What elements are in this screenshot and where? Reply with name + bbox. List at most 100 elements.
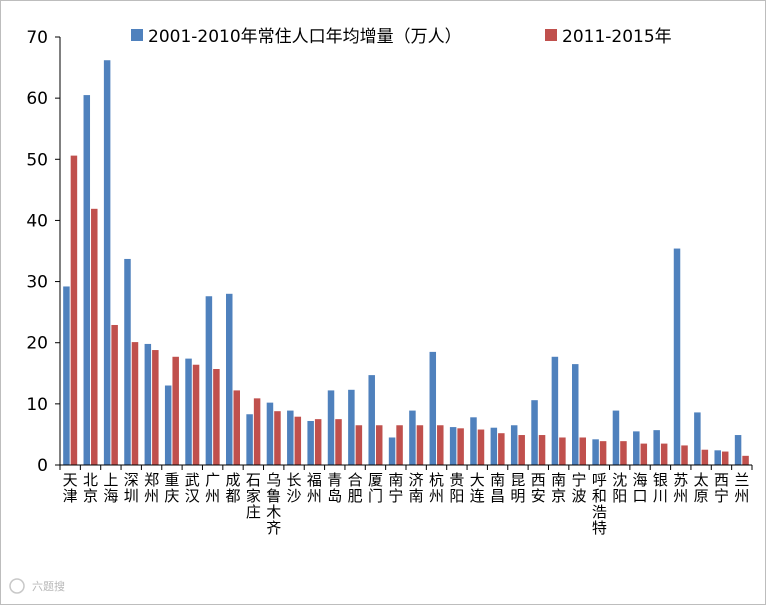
bar-series-1-太原 — [694, 412, 701, 465]
bar-series-2-沈阳 — [620, 441, 627, 465]
x-tick-label: 上海 — [103, 471, 118, 505]
x-tick-label: 大连 — [470, 471, 485, 505]
x-tick-label: 南宁 — [388, 471, 403, 505]
y-axis: 0 10 20 30 40 50 60 70 — [26, 28, 61, 476]
bar-series-2-武汉 — [192, 364, 200, 465]
x-tick-label: 南昌 — [490, 471, 505, 505]
legend-swatch-series-1 — [131, 29, 143, 41]
bar-series-2-大连 — [477, 429, 485, 465]
bar-series-2-济南 — [416, 425, 424, 465]
bar-series-1-昆明 — [510, 425, 518, 465]
x-tick-label: 沈阳 — [612, 471, 627, 505]
watermark-text: 六题搜 — [32, 579, 65, 593]
bar-series-1-银川 — [653, 430, 660, 465]
bar-series-1-南宁 — [388, 437, 396, 465]
bar-series-1-福州 — [307, 420, 314, 465]
bar-series-2-南昌 — [498, 433, 505, 465]
x-tick-label: 广州 — [205, 471, 220, 505]
bar-series-2-福州 — [314, 419, 322, 465]
legend-label-series-1: 2001-2010年常住人口年均增量（万人） — [148, 27, 462, 47]
x-tick-label: 昆明 — [510, 471, 525, 505]
legend: 2001-2010年常住人口年均增量（万人） 2011-2015年 — [131, 27, 672, 47]
bar-series-1-南京 — [551, 356, 559, 465]
x-tick-label: 兰州 — [734, 471, 749, 505]
bar-series-2-合肥 — [355, 425, 363, 465]
bar-series-1-郑州 — [144, 343, 152, 465]
bar-series-1-合肥 — [348, 389, 355, 465]
bar-series-1-青岛 — [327, 390, 335, 465]
bar-series-2-南京 — [559, 437, 566, 465]
bar-series-2-杭州 — [437, 425, 444, 465]
bar-series-2-长沙 — [294, 416, 302, 465]
bar-series-2-郑州 — [152, 350, 159, 465]
bar-series-2-兰州 — [742, 455, 749, 465]
y-tick-label: 0 — [37, 456, 48, 476]
bar-series-1-西宁 — [714, 450, 721, 465]
bar-series-1-济南 — [409, 410, 416, 465]
y-tick-label: 20 — [26, 334, 48, 354]
bar-series-2-昆明 — [518, 435, 525, 465]
bar-series-1-天津 — [63, 286, 70, 465]
x-tick-label: 郑州 — [144, 471, 159, 505]
x-tick-label: 成都 — [225, 471, 240, 505]
bar-series-1-成都 — [226, 293, 233, 465]
bar-series-1-西安 — [531, 400, 538, 465]
bar-series-2-乌鲁木齐 — [274, 411, 281, 465]
x-tick-label: 青岛 — [327, 471, 342, 505]
bar-series-2-天津 — [70, 155, 78, 466]
bar-series-1-海口 — [633, 431, 640, 465]
bar-series-1-呼和浩特 — [592, 439, 599, 465]
bar-series-1-重庆 — [164, 385, 172, 465]
bar-series-1-石家庄 — [246, 414, 253, 465]
bar-series-2-呼和浩特 — [599, 441, 607, 465]
bar-series-1-北京 — [83, 95, 91, 465]
bar-series-1-广州 — [205, 296, 213, 465]
bar-series-2-海口 — [640, 443, 648, 465]
x-tick-label: 厦门 — [368, 471, 383, 505]
bar-series-1-兰州 — [734, 435, 742, 465]
x-tick-label: 乌鲁木齐 — [266, 471, 281, 537]
bar-series-1-南昌 — [490, 427, 498, 465]
bar-series-1-乌鲁木齐 — [266, 402, 274, 465]
bar-series-2-广州 — [213, 369, 220, 465]
x-axis: 天津北京上海深圳郑州重庆武汉广州成都石家庄乌鲁木齐长沙福州青岛合肥厦门南宁济南杭… — [59, 464, 753, 537]
bar-series-2-贵阳 — [457, 428, 464, 465]
y-tick-label: 70 — [26, 28, 48, 48]
legend-label-series-2: 2011-2015年 — [562, 27, 672, 47]
bar-series-2-宁波 — [579, 437, 586, 465]
bar-series-2-成都 — [233, 390, 240, 465]
x-tick-label: 海口 — [633, 471, 648, 505]
y-tick-label: 40 — [26, 211, 48, 231]
y-tick-label: 60 — [26, 89, 48, 109]
x-tick-label: 长沙 — [287, 471, 302, 505]
bar-series-1-武汉 — [185, 358, 192, 465]
bar-series-2-上海 — [111, 324, 118, 465]
y-tick-label: 30 — [26, 273, 48, 293]
x-tick-label: 合肥 — [348, 471, 363, 505]
bar-series-1-沈阳 — [612, 410, 620, 465]
x-tick-label: 宁波 — [571, 471, 586, 505]
y-tick-label: 50 — [26, 150, 48, 170]
x-tick-label: 重庆 — [164, 471, 179, 505]
x-tick-label: 贵阳 — [449, 471, 464, 505]
bar-series-2-厦门 — [375, 425, 383, 465]
x-tick-label: 银川 — [653, 471, 668, 505]
x-tick-label: 武汉 — [185, 471, 200, 505]
bar-series-2-北京 — [91, 208, 98, 465]
bar-series-2-南宁 — [396, 425, 403, 465]
x-tick-label: 杭州 — [429, 471, 444, 505]
bar-series-1-大连 — [470, 417, 477, 465]
bar-series-2-深圳 — [131, 342, 139, 465]
x-tick-label: 济南 — [409, 471, 424, 505]
y-tick-label: 10 — [26, 395, 48, 415]
bar-series-2-石家庄 — [253, 398, 261, 465]
watermark-logo-icon — [9, 578, 25, 594]
x-tick-label: 石家庄 — [246, 471, 261, 521]
bar-series-1-深圳 — [124, 258, 131, 465]
bar-series-1-苏州 — [673, 248, 681, 465]
bar-series-1-厦门 — [368, 375, 375, 465]
bar-series-2-西安 — [538, 435, 546, 465]
x-tick-label: 天津 — [63, 471, 78, 505]
x-tick-label: 南京 — [551, 471, 566, 505]
